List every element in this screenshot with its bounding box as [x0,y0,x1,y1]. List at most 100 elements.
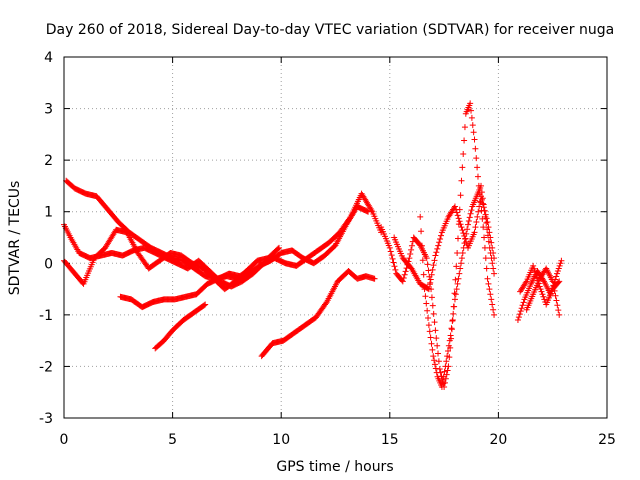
data-point [430,353,437,360]
data-point [389,255,396,262]
data-point [423,255,430,262]
data-point [471,229,478,236]
data-point [539,291,546,298]
data-point [475,208,482,215]
data-point [555,265,562,272]
data-point [486,286,493,293]
data-point [459,249,466,256]
data-point [429,266,436,273]
x-tick-label: 20 [489,432,507,448]
data-point [471,136,478,143]
series-track-e [152,301,209,352]
data-point [485,280,492,287]
data-point [457,265,464,272]
data-point [407,251,414,258]
data-point [451,203,458,210]
data-point [514,317,521,324]
data-point [371,275,378,282]
series-track-i [417,182,498,391]
data-point [428,340,435,347]
data-point [431,319,438,326]
data-point [426,328,433,335]
data-point [555,279,562,286]
plot-frame [63,56,608,419]
x-tick-label: 25 [598,432,616,448]
data-point [449,318,456,325]
data-point [468,207,475,214]
data-point [554,302,561,309]
data-point [391,263,398,270]
data-point [444,367,451,374]
data-point [458,260,465,267]
data-point [432,365,439,372]
data-point [515,314,522,321]
data-point [400,275,407,282]
data-point [455,235,462,242]
data-point [459,164,466,171]
data-point [430,310,437,317]
series-track-c [61,226,283,293]
data-point [445,342,452,349]
data-point [470,129,477,136]
data-point [451,296,458,303]
data-point [460,150,467,157]
data-point [422,293,429,300]
data-point [482,213,489,220]
data-point [478,189,485,196]
data-point [441,368,448,375]
data-point [246,266,253,273]
data-point [469,122,476,129]
data-point [417,213,424,220]
data-point [386,244,393,251]
data-point [426,281,433,288]
data-point [451,290,458,297]
series-track-d [117,265,254,311]
data-point [436,239,443,246]
y-axis-label: SDTVAR / TECUs [7,181,23,296]
data-point [456,218,463,225]
data-point [276,244,283,251]
data-point [472,145,479,152]
data-point [202,301,209,308]
data-point [459,227,466,234]
data-point [468,107,475,114]
data-point [478,182,485,189]
data-point [541,296,548,303]
data-point [488,255,495,262]
data-point [530,262,537,269]
data-point [555,307,562,314]
data-point [479,200,486,207]
data-point [434,342,441,349]
data-point [517,308,524,315]
data-point [392,266,399,273]
data-point [418,228,425,235]
data-point [430,262,437,269]
series-track-l [523,265,563,318]
data-point [425,322,432,329]
data-point [538,288,545,295]
data-point [487,249,494,256]
data-point [435,358,442,365]
data-point [461,124,468,131]
data-point [431,357,438,364]
data-point [479,215,486,222]
series-track-h [391,193,498,293]
data-point [491,270,498,277]
y-tick-label: 2 [44,153,53,169]
data-point [433,369,440,376]
data-point [425,267,432,274]
data-point [540,293,547,300]
data-point [549,278,556,285]
data-point [428,271,435,278]
x-axis-label: GPS time / hours [276,459,393,475]
x-tick-label: 10 [272,432,290,448]
data-point [436,366,443,373]
data-point [427,276,434,283]
data-point [483,220,490,227]
data-point [461,137,468,144]
data-point [446,337,453,344]
data-point [516,311,523,318]
data-point [454,212,461,219]
data-point [452,291,459,298]
data-point [458,177,465,184]
